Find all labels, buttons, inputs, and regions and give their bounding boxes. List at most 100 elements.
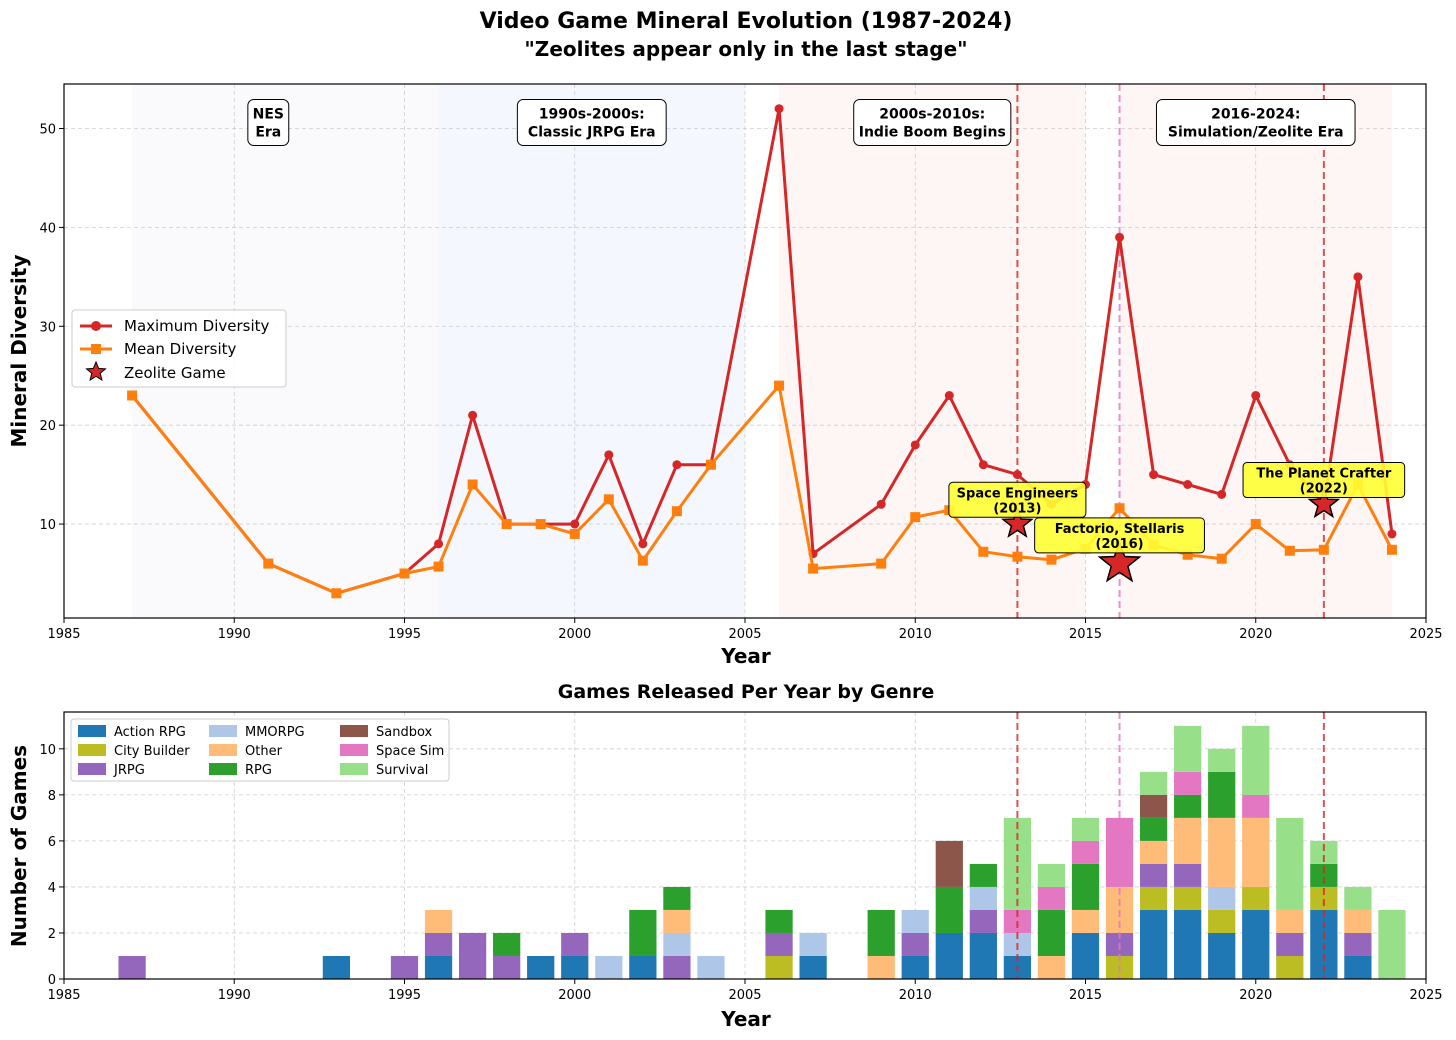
- bar-jrpg: [1139, 863, 1168, 887]
- genre-legend-label: RPG: [245, 763, 272, 778]
- bottom-chart-title: Games Released Per Year by Genre: [558, 681, 935, 703]
- mean-diversity-point: [1284, 545, 1295, 556]
- max-diversity-point: [570, 519, 580, 529]
- era-labels: NES Era 1990s-2000s: Classic JRPG Era 2000s-…: [247, 99, 1356, 147]
- bar-survival: [1003, 817, 1032, 910]
- figure-subtitle: "Zeolites appear only in the last stage": [524, 37, 967, 61]
- max-diversity-point: [672, 460, 682, 470]
- bottom-y-tick-label: 8: [48, 789, 56, 804]
- mean-diversity-point: [1114, 503, 1125, 514]
- mean-diversity-point: [535, 519, 546, 530]
- max-diversity-point: [1183, 480, 1193, 489]
- bar-rpg: [935, 886, 963, 933]
- mean-diversity-point: [331, 588, 342, 599]
- max-diversity-point: [1149, 470, 1159, 480]
- diversity-line-chart: Space Engineers(2013) Factorio, Stellaris…: [7, 83, 1443, 668]
- bar-survival: [1242, 725, 1270, 795]
- mean-diversity-point: [808, 563, 819, 574]
- bar-other: [424, 909, 453, 933]
- max-diversity-point: [944, 391, 954, 400]
- bar-other: [1242, 817, 1270, 887]
- zeolite-annotation-title: The Planet Crafter: [1256, 467, 1391, 482]
- zeolite-annotation-title: Factorio, Stellaris: [1055, 522, 1185, 537]
- bottom-x-tick-label: 1995: [388, 988, 421, 1003]
- legend-entry-max: Maximum Diversity: [80, 317, 270, 335]
- bar-action-rpg: [1242, 909, 1270, 979]
- top-y-axis-label: Mineral Diversity: [7, 254, 31, 447]
- genre-legend: Action RPG City Builder JRPG MMORPG Other RPG…: [70, 718, 450, 782]
- bar-other: [1276, 909, 1304, 933]
- mean-diversity-point: [978, 546, 989, 557]
- bar-city-builder: [765, 955, 793, 979]
- bottom-x-axis-label: Year: [720, 1007, 771, 1031]
- top-y-tick-label: 20: [39, 419, 56, 434]
- genre-legend-label: Space Sim: [376, 744, 444, 759]
- bottom-x-tick-label: 2020: [1239, 988, 1272, 1003]
- bar-mmorpg: [697, 955, 725, 979]
- era-label-box: [1155, 99, 1356, 147]
- mean-diversity-point: [127, 390, 138, 401]
- bar-jrpg: [458, 932, 487, 979]
- bar-city-builder: [1208, 909, 1236, 933]
- zeolite-star-icon: [1307, 487, 1341, 519]
- mean-diversity-point: [1046, 554, 1057, 565]
- zeolite-stars: [1001, 487, 1341, 583]
- bar-action-rpg: [424, 955, 453, 979]
- genre-legend-label: Survival: [376, 763, 428, 778]
- bar-action-rpg: [527, 955, 555, 979]
- bar-mmorpg: [663, 932, 691, 956]
- bar-action-rpg: [322, 955, 351, 979]
- bar-rpg: [1037, 909, 1066, 956]
- bar-jrpg: [424, 932, 453, 956]
- bar-mmorpg: [1208, 886, 1236, 910]
- bottom-y-tick-label: 0: [48, 973, 56, 988]
- bar-city-builder: [1310, 886, 1338, 910]
- bar-action-rpg: [629, 955, 657, 979]
- bar-rpg: [1310, 863, 1338, 887]
- bar-rpg: [1174, 794, 1202, 818]
- max-diversity-point: [1387, 529, 1397, 539]
- bar-rpg: [765, 909, 793, 933]
- bar-jrpg: [969, 909, 997, 933]
- legend-mean-marker: [91, 344, 101, 354]
- bar-other: [1037, 955, 1066, 979]
- bottom-ticks: 1985 1990 1995 2000 2005 2010 2015 2020 2025 0 2 4 6…: [39, 743, 1442, 1003]
- era-label-box: [853, 99, 1012, 147]
- genre-legend-swatch: [340, 744, 368, 756]
- mean-diversity-point: [910, 512, 921, 523]
- max-diversity-point: [604, 450, 614, 460]
- bar-jrpg: [765, 932, 793, 956]
- mean-diversity-point: [1318, 544, 1329, 555]
- bar-jrpg: [118, 955, 146, 979]
- top-y-tick-label: 40: [39, 221, 56, 236]
- mean-diversity-point: [637, 555, 648, 566]
- bar-rpg: [629, 909, 657, 956]
- bar-jrpg: [1276, 932, 1304, 956]
- era-band-1: [438, 84, 745, 618]
- bar-survival: [1310, 840, 1338, 864]
- genre-legend-swatch: [78, 763, 106, 775]
- bar-space-sim: [1242, 794, 1270, 818]
- era-label-title: 2000s-2010s:: [879, 107, 985, 123]
- bar-jrpg: [561, 932, 589, 956]
- era-label-title: 2016-2024:: [1211, 107, 1300, 123]
- bar-jrpg: [1174, 863, 1202, 887]
- top-x-tick-label: 1995: [388, 627, 421, 642]
- legend-max-label: Maximum Diversity: [124, 317, 270, 335]
- max-diversity-point: [774, 104, 784, 114]
- zeolite-annotation-year: (2016): [1096, 537, 1144, 552]
- bar-jrpg: [901, 932, 929, 956]
- bar-action-rpg: [901, 955, 929, 979]
- mean-diversity-point: [1216, 553, 1227, 564]
- max-diversity-point: [1115, 232, 1125, 242]
- bar-other: [1174, 817, 1202, 864]
- bar-survival: [1208, 748, 1236, 772]
- bottom-x-tick-label: 2000: [558, 988, 591, 1003]
- era-label-subtitle: Indie Boom Begins: [859, 125, 1006, 141]
- genre-legend-label: MMORPG: [245, 725, 305, 740]
- bar-action-rpg: [1139, 909, 1168, 979]
- genre-legend-label: Other: [245, 744, 283, 759]
- mean-diversity-point: [399, 568, 410, 579]
- mean-diversity-point: [603, 494, 614, 505]
